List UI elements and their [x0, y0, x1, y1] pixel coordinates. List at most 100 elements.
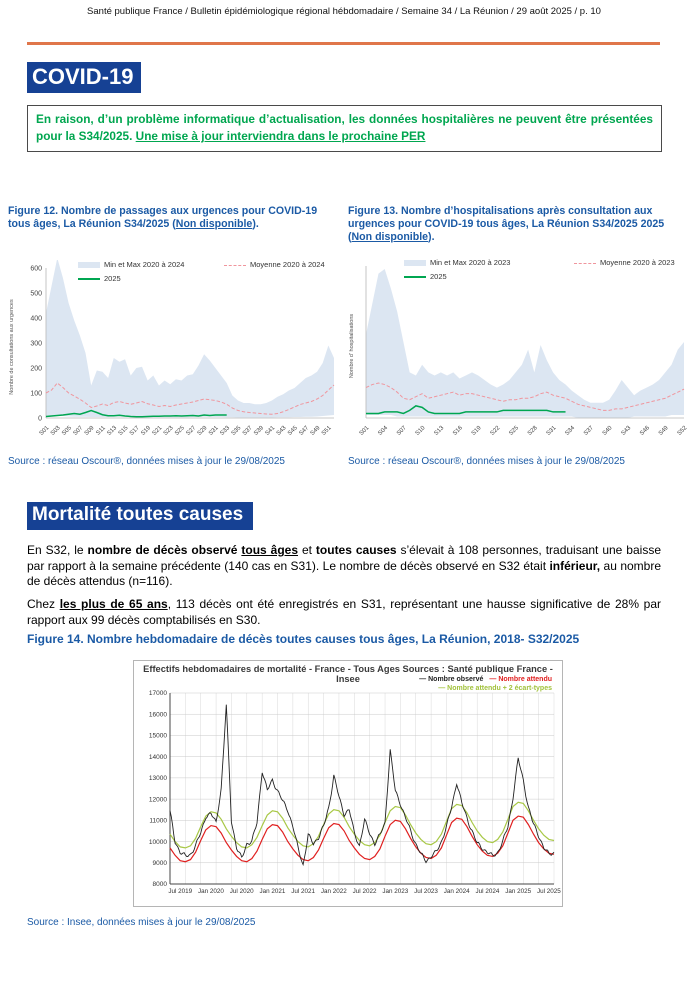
x-tick-label: S15 [118, 425, 130, 437]
bold-text: toutes causes [315, 543, 397, 557]
x-tick-label: S39 [253, 425, 265, 437]
figure12-legend-minmax: Min et Max 2020 à 2024 [78, 260, 184, 269]
x-tick-label: S46 [639, 425, 651, 437]
text: et [298, 543, 316, 557]
figure14-legend-line1: — Nombre observé — Nombre attendu [419, 676, 552, 683]
attendu-line [169, 815, 555, 863]
figure12-caption: Figure 12. Nombre de passages aux urgenc… [8, 205, 320, 231]
y-tick-label: 11000 [149, 818, 167, 825]
x-tick-label: S13 [106, 425, 118, 437]
x-tick-label: S51 [321, 425, 333, 437]
legend-label: Moyenne 2020 à 2024 [250, 260, 325, 269]
legend-label: 2025 [430, 272, 447, 281]
x-tick-label: Jul 2022 [353, 888, 377, 895]
y-axis-title: Nombre de consultations aux urgences [9, 299, 15, 395]
notice-update-link[interactable]: Une mise à jour interviendra dans le pro… [135, 129, 426, 144]
y-tick-label: 10000 [149, 839, 167, 846]
y-tick-label: 12000 [149, 796, 167, 803]
legend-label: Min et Max 2020 à 2024 [104, 260, 185, 269]
x-tick-label: S25 [508, 425, 520, 437]
x-tick-label: S40 [602, 425, 614, 437]
x-tick-label: Jan 2020 [198, 888, 224, 895]
y-tick-label: 13000 [149, 775, 167, 782]
y-tick-label: 300 [30, 341, 42, 348]
x-tick-label: S47 [298, 425, 310, 437]
bold-text: nombre de décès observé [87, 543, 242, 557]
x-tick-label: S29 [197, 425, 209, 437]
legend-attendu-2sd: — Nombre attendu + 2 écart-types [438, 685, 552, 692]
x-tick-label: S28 [527, 425, 539, 437]
minmax-band [366, 269, 684, 418]
bold-text: inférieur, [549, 558, 601, 573]
y-tick-label: 600 [30, 266, 42, 273]
legend-label: Nombre observé [428, 676, 484, 683]
figure12-chart: 0 100 200 300 400 500 600 S01 S03 S05 S07 S09 S11 S13… [6, 260, 338, 445]
x-tick-label: S31 [546, 425, 558, 437]
line-2025 [45, 409, 227, 418]
x-tick-label: Jan 2023 [382, 888, 408, 895]
figure13-legend-mean: Moyenne 2020 à 2023 [574, 258, 675, 267]
y-tick-label: 16000 [149, 711, 167, 718]
legend-observed: — Nombre observé [419, 676, 484, 683]
legend-label: 2025 [104, 274, 121, 283]
legend-label: Nombre attendu [498, 676, 552, 683]
figure14-caption: Figure 14. Nombre hebdomadaire de décès … [27, 632, 580, 646]
legend-label: Min et Max 2020 à 2023 [430, 258, 511, 267]
minmax-band [46, 260, 334, 418]
text: En S32, le [27, 543, 88, 557]
figure12-legend-2025: 2025 [78, 274, 121, 283]
x-tick-label: S01 [39, 425, 51, 437]
x-tick-label: S27 [185, 425, 197, 437]
figure12-not-available: Non disponible [175, 218, 253, 231]
figure14-chart: 8000 9000 10000 11000 12000 13000 14000 15000 16… [133, 660, 563, 907]
x-tick-label: S41 [264, 425, 276, 437]
x-tick-label: S17 [129, 425, 141, 437]
x-tick-label: S34 [564, 425, 576, 437]
orange-divider [27, 42, 660, 45]
x-tick-label: S11 [95, 425, 107, 437]
mortality-paragraph-1: En S32, le nombre de décès observé tous … [27, 543, 661, 590]
figure13-plot: S01 S04 S07 S10 S13 S16 S19 S22 S25 S28 S31 S34 S37 S… [349, 266, 688, 437]
minmax-band-swatch [404, 260, 426, 267]
covid-section-title: COVID-19 [27, 62, 142, 93]
x-tick-label: S04 [377, 425, 389, 437]
figure14-plot-title: Effectifs hebdomadaires de mortalité - F… [143, 664, 553, 684]
figure13-caption-text: Figure 13. Nombre d’hospitalisations apr… [348, 205, 665, 244]
x-tick-label: Jan 2025 [505, 888, 531, 895]
mean-line [365, 382, 685, 411]
text: au nombre de décès attendus (n=116). [27, 558, 662, 589]
x-tick-label: Jul 2021 [291, 888, 315, 895]
figure13-source: Source : réseau Oscour®, données mises à… [348, 456, 625, 467]
x-tick-label: Jan 2024 [444, 888, 470, 895]
y-tick-label: 0 [38, 416, 42, 423]
x-tick-label: Jul 2023 [414, 888, 438, 895]
line-2025-swatch [404, 275, 426, 279]
x-tick-label: S45 [287, 425, 299, 437]
bold-underline-text: tous âges [241, 543, 298, 557]
x-tick-label: S19 [471, 425, 483, 437]
x-tick-label: S33 [219, 425, 231, 437]
x-tick-label: Jul 2020 [230, 888, 254, 895]
x-tick-label: S01 [359, 425, 371, 437]
observed-line [169, 704, 555, 867]
mortality-paragraph-2: Chez les plus de 65 ans, 113 décès ont é… [27, 597, 661, 628]
y-tick-label: 200 [30, 366, 42, 373]
y-tick-label: 15000 [149, 733, 167, 740]
figure12-legend-mean: Moyenne 2020 à 2024 [224, 260, 325, 269]
mean-line [45, 382, 335, 415]
figure13-caption: Figure 13. Nombre d’hospitalisations apr… [348, 205, 666, 245]
legend-label: Moyenne 2020 à 2023 [600, 258, 675, 267]
line-2025-swatch [78, 277, 100, 281]
y-tick-label: 500 [30, 291, 42, 298]
x-tick-label: S37 [242, 425, 254, 437]
y-tick-label: 17000 [149, 690, 167, 697]
x-tick-label: S05 [61, 425, 73, 437]
x-tick-label: S31 [208, 425, 220, 437]
y-tick-label: 14000 [149, 754, 167, 761]
x-tick-label: S49 [658, 425, 670, 437]
text: Chez [27, 597, 60, 611]
x-tick-label: S52 [677, 425, 688, 437]
x-tick-label: Jul 2025 [537, 888, 561, 895]
x-tick-label: Jul 2024 [476, 888, 500, 895]
